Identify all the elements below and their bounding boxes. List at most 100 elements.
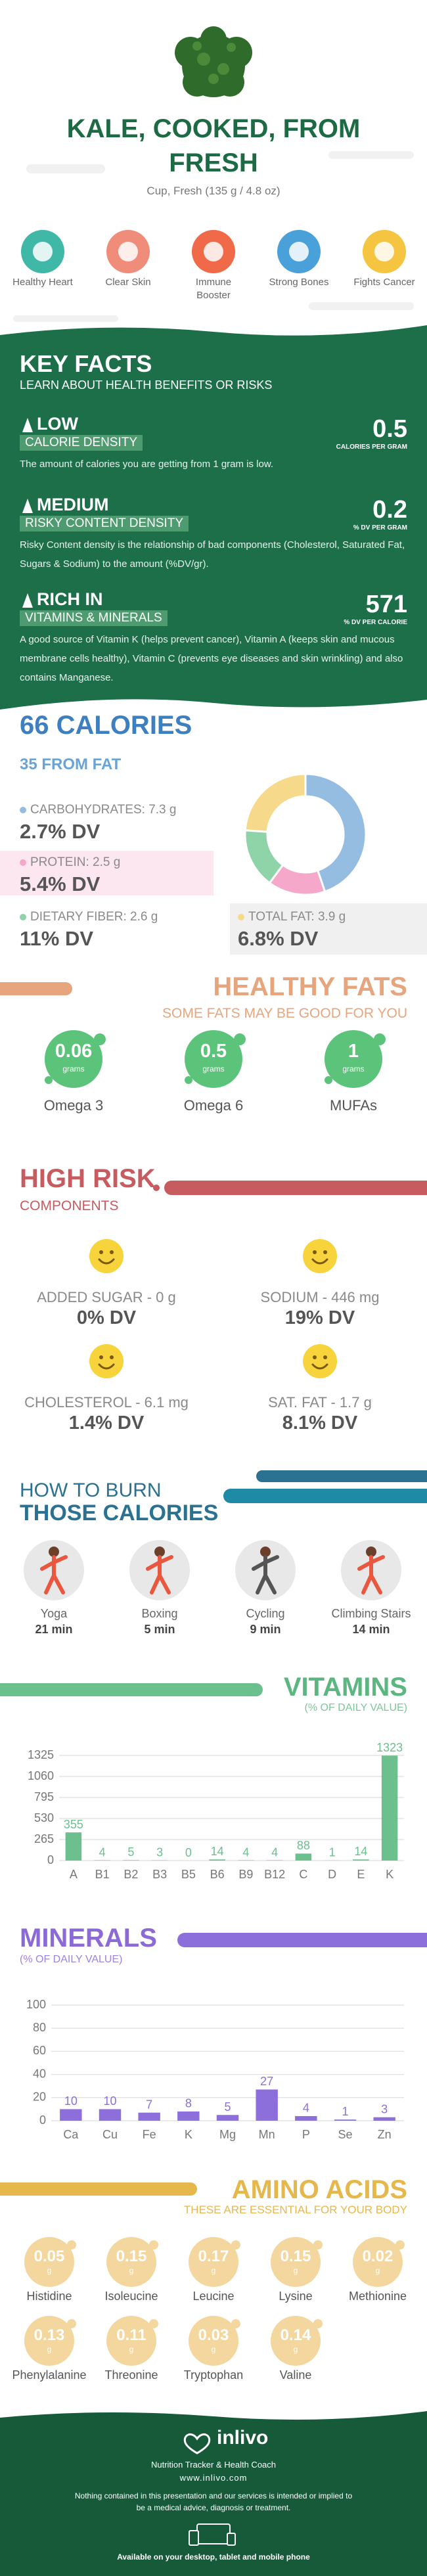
nutrient-grams: 7.3 [148, 803, 166, 817]
amino-bubble [271, 2237, 321, 2287]
risk-name: SAT. FAT - 1.7 g [268, 1394, 372, 1411]
x-tick-label: P [302, 2128, 310, 2141]
section-title: VITAMINS [283, 1673, 407, 1702]
benefit-icon [118, 242, 138, 261]
legend-dot [20, 914, 26, 920]
fact-icon [22, 418, 33, 432]
activity-time: 14 min [352, 1623, 390, 1636]
x-tick-label: Zn [378, 2128, 392, 2141]
value-label: 5 [127, 1845, 134, 1859]
fat-bubble [45, 1076, 53, 1084]
fat-name: Omega 3 [43, 1097, 104, 1114]
y-tick-label: 100 [26, 1998, 46, 2011]
amino-unit: g [129, 2345, 134, 2354]
value-label: 10 [103, 2094, 116, 2108]
benefit-icon [204, 242, 223, 261]
legend-dot [238, 914, 244, 920]
section-title: HIGH RISK [20, 1164, 156, 1193]
bar [99, 2109, 122, 2121]
amino-name: Phenylalanine [12, 2368, 87, 2382]
amino-amount: 0.03 [198, 2326, 229, 2344]
nutrient-unit: g [150, 910, 158, 924]
kale-leaf [208, 74, 219, 84]
section-subtitle: LEARN ABOUT HEALTH BENEFITS OR RISKS [20, 378, 273, 392]
x-tick-label: Mg [219, 2128, 236, 2141]
amino-bubble [189, 2237, 238, 2287]
x-tick-label: Fe [143, 2128, 156, 2141]
activity-figure [146, 1555, 173, 1594]
x-tick-label: B2 [124, 1868, 138, 1881]
disclaimer: Nothing contained in this presentation a… [74, 2491, 353, 2512]
amino-bubble [106, 2237, 156, 2287]
benefit-label: Strong Bones [269, 277, 329, 288]
fat-bubble [374, 1033, 386, 1045]
fat-bubble [185, 1030, 242, 1088]
benefit-label: Immune Booster [195, 277, 232, 301]
x-tick-label: K [386, 1868, 393, 1881]
amino-unit: g [211, 2345, 216, 2354]
x-tick-label: K [185, 2128, 192, 2141]
nutrient-name: DIETARY FIBER: [30, 910, 127, 924]
logo-heart [183, 2433, 211, 2454]
amino-bubble [24, 2237, 74, 2287]
value-label: 10 [64, 2094, 78, 2108]
amino-bubble [106, 2316, 156, 2366]
amino-amount: 0.05 [34, 2248, 65, 2265]
amino-bubble [313, 2240, 323, 2249]
bar [381, 1755, 398, 1861]
fact-text: The amount of calories you are getting f… [20, 459, 274, 470]
risk-name: CHOLESTEROL - 6.1 mg [24, 1394, 189, 1411]
section-title: 66 CALORIES [20, 711, 192, 740]
fact-unit: % DV PER CALORIE [344, 619, 407, 626]
risk-dv: 8.1% DV [282, 1412, 358, 1434]
brush [223, 1489, 427, 1503]
nutrient-unit: g [113, 855, 121, 869]
amino-unit: g [293, 2266, 298, 2275]
amino-name: Leucine [192, 2290, 235, 2303]
donut-slice [304, 773, 367, 893]
value-label: 7 [146, 2098, 152, 2111]
section-title: KEY FACTS [20, 350, 152, 377]
fat-amount: 0.06 [55, 1041, 93, 1062]
value-label: 8 [185, 2097, 192, 2110]
y-tick-label: 265 [34, 1832, 54, 1845]
bar [373, 2117, 395, 2121]
activity-head [366, 1547, 376, 1557]
fact-label: CALORIE DENSITY [20, 435, 143, 451]
cloud [328, 151, 414, 159]
fact-text: Risky Content density is the relationshi… [20, 539, 405, 570]
amino-name: Threonine [104, 2368, 158, 2382]
amino-bubble [313, 2319, 323, 2328]
fat-name: MUFAs [329, 1097, 378, 1114]
kale-leaf [200, 26, 227, 53]
amino-bubble [353, 2237, 403, 2287]
activity-head [260, 1547, 271, 1557]
nutrient-name: CARBOHYDRATES: [30, 803, 145, 817]
section-subtitle: (% OF DAILY VALUE) [304, 1702, 407, 1713]
cloud [309, 302, 414, 310]
donut-slice [244, 773, 307, 833]
smiley [303, 1239, 337, 1273]
fat-unit: grams [62, 1064, 85, 1073]
y-tick-label: 60 [33, 2044, 46, 2057]
smiley-eye [99, 1355, 103, 1359]
activity-figure [252, 1555, 279, 1594]
value-label: 14 [211, 1845, 224, 1858]
y-tick-label: 0 [47, 1853, 54, 1866]
benefit-label: Fights Cancer [353, 277, 415, 288]
fact-icon [22, 499, 33, 513]
value-label: 1 [329, 1846, 336, 1859]
value-label: 27 [260, 2075, 273, 2088]
amino-unit: g [211, 2266, 216, 2275]
nutrient-amount: CARBOHYDRATES: 7.3 g [30, 803, 176, 817]
section-title: THOSE CALORIES [20, 1501, 219, 1525]
brush [153, 1185, 160, 1191]
value-label: 1323 [376, 1741, 403, 1754]
fact-label: RISKY CONTENT DENSITY [20, 516, 189, 531]
y-tick-label: 1325 [28, 1748, 54, 1761]
amino-amount: 0.02 [362, 2248, 393, 2265]
risk-name: ADDED SUGAR - 0 g [37, 1289, 176, 1305]
brush [256, 1470, 427, 1482]
value-label: 4 [242, 1845, 249, 1859]
amino-bubble [149, 2240, 158, 2249]
